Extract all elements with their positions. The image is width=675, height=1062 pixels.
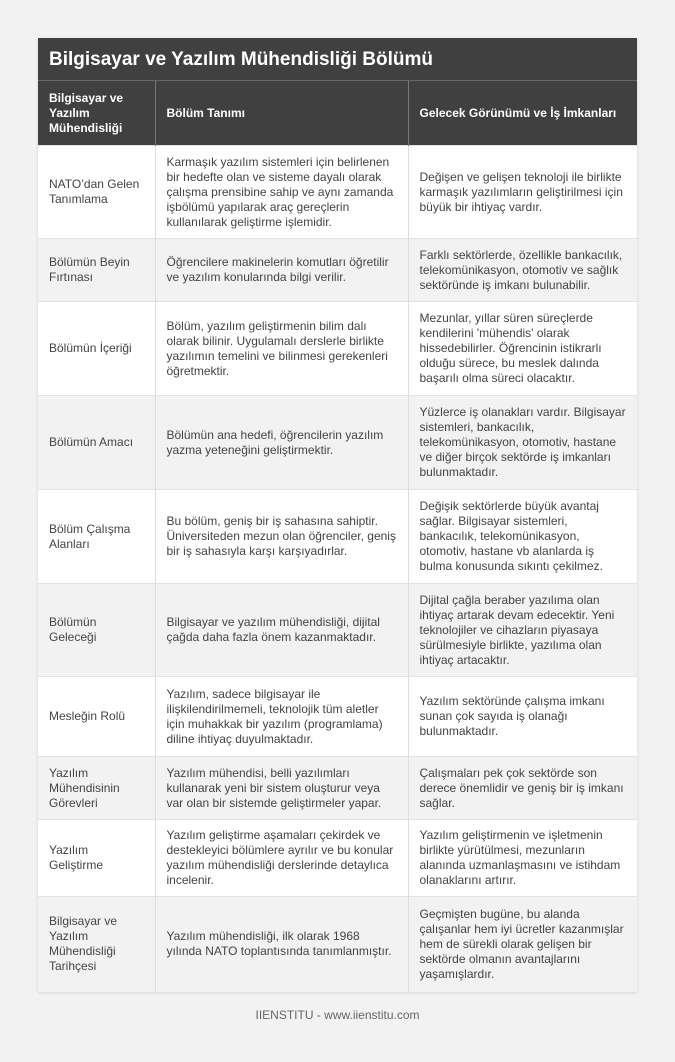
outlook-cell: Yazılım geliştirmenin ve işletmenin birl… <box>408 819 637 897</box>
table-title: Bilgisayar ve Yazılım Mühendisliği Bölüm… <box>38 38 637 81</box>
table-row: Bilgisayar ve Yazılım Mühendisliği Tarih… <box>38 896 637 992</box>
topic-cell: NATO’dan Gelen Tanımlama <box>38 145 156 239</box>
table-row: Bölümün Amacı Bölümün ana hedefi, öğrenci… <box>38 395 637 490</box>
topic-cell: Bölümün Amacı <box>38 395 156 490</box>
topic-cell: Bölümün Beyin Fırtınası <box>38 238 156 302</box>
definition-cell: Karmaşık yazılım sistemleri için belirle… <box>155 145 409 239</box>
topic-cell: Bölüm Çalışma Alanları <box>38 489 156 584</box>
column-header-topic: Bilgisayar ve Yazılım Mühendisliği <box>38 81 156 146</box>
outlook-cell: Yazılım sektöründe çalışma imkanı sunan … <box>408 676 637 757</box>
outlook-cell: Değişik sektörlerde büyük avantaj sağlar… <box>408 489 637 584</box>
footer-credit: IIENSTITU - www.iienstitu.com <box>255 1008 420 1022</box>
outlook-cell: Çalışmaları pek çok sektörde son derece … <box>408 756 637 820</box>
table-row: Yazılım Geliştirme Yazılım geliştirme aşa… <box>38 819 637 897</box>
table-row: Mesleğin Rolü Yazılım, sadece bilgisayar … <box>38 676 637 757</box>
outlook-cell: Farklı sektörlerde, özellikle bankacılık… <box>408 238 637 302</box>
definition-cell: Yazılım, sadece bilgisayar ile ilişkilen… <box>155 676 409 757</box>
definition-cell: Bu bölüm, geniş bir iş sahasına sahiptir… <box>155 489 409 584</box>
topic-cell: Yazılım Geliştirme <box>38 819 156 897</box>
table-row: Bölümün İçeriği Bölüm, yazılım geliştirme… <box>38 301 637 396</box>
outlook-cell: Yüzlerce iş olanakları vardır. Bilgisaya… <box>408 395 637 490</box>
definition-cell: Yazılım mühendisliği, ilk olarak 1968 yı… <box>155 896 409 992</box>
outlook-cell: Değişen ve gelişen teknoloji ile birlikt… <box>408 145 637 239</box>
table-row: Bölüm Çalışma Alanları Bu bölüm, geniş bi… <box>38 489 637 584</box>
table-row: Bölümün Beyin Fırtınası Öğrencilere makin… <box>38 238 637 302</box>
comparison-table-card: Bilgisayar ve Yazılım Mühendisliği Bölüm… <box>38 38 637 992</box>
table-row: Bölümün Geleceği Bilgisayar ve yazılım mü… <box>38 583 637 677</box>
definition-cell: Bilgisayar ve yazılım mühendisliği, diji… <box>155 583 409 677</box>
topic-cell: Bölümün İçeriği <box>38 301 156 396</box>
column-header-outlook: Gelecek Görünümü ve İş İmkanları <box>408 81 637 146</box>
outlook-cell: Mezunlar, yıllar süren süreçlerde kendil… <box>408 301 637 396</box>
definition-cell: Öğrencilere makinelerin komutları öğreti… <box>155 238 409 302</box>
topic-cell: Bölümün Geleceği <box>38 583 156 677</box>
definition-cell: Yazılım geliştirme aşamaları çekirdek ve… <box>155 819 409 897</box>
table-row: Yazılım Mühendisinin Görevleri Yazılım mü… <box>38 756 637 820</box>
topic-cell: Bilgisayar ve Yazılım Mühendisliği Tarih… <box>38 896 156 992</box>
outlook-cell: Geçmişten bugüne, bu alanda çalışanlar h… <box>408 896 637 992</box>
definition-cell: Bölümün ana hedefi, öğrencilerin yazılım… <box>155 395 409 490</box>
topic-cell: Mesleğin Rolü <box>38 676 156 757</box>
comparison-table: Bilgisayar ve Yazılım Mühendisliği Bölüm… <box>38 81 637 992</box>
table-header-row: Bilgisayar ve Yazılım Mühendisliği Bölüm… <box>38 81 637 146</box>
definition-cell: Bölüm, yazılım geliştirmenin bilim dalı … <box>155 301 409 396</box>
column-header-definition: Bölüm Tanımı <box>155 81 409 146</box>
topic-cell: Yazılım Mühendisinin Görevleri <box>38 756 156 820</box>
outlook-cell: Dijital çağla beraber yazılıma olan ihti… <box>408 583 637 677</box>
table-row: NATO’dan Gelen Tanımlama Karmaşık yazılım… <box>38 145 637 239</box>
definition-cell: Yazılım mühendisi, belli yazılımları kul… <box>155 756 409 820</box>
